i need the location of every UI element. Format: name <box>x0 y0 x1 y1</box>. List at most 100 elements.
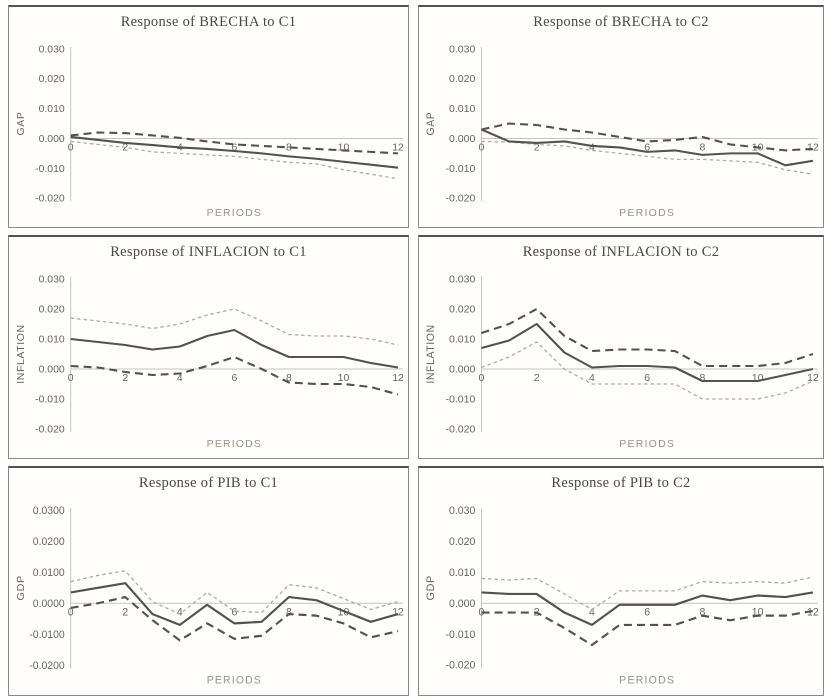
x-axis-title: PERIODS <box>207 439 262 450</box>
y-tick-label: -0.0200 <box>29 660 64 672</box>
x-tick-label: 6 <box>644 607 650 619</box>
x-axis-title: PERIODS <box>619 207 675 219</box>
x-tick-label: 8 <box>286 606 292 618</box>
y-tick-label: 0.020 <box>449 73 476 85</box>
x-tick-label: 6 <box>644 372 650 384</box>
x-tick-label: 4 <box>589 607 595 619</box>
series-line-light-dashed <box>481 341 814 400</box>
x-tick-label: 10 <box>338 373 350 384</box>
x-tick-label: 4 <box>177 606 183 618</box>
x-tick-label: 12 <box>392 606 404 618</box>
series-line-solid <box>70 135 399 169</box>
x-tick-label: 8 <box>699 372 705 384</box>
series-line-light-dashed <box>70 140 399 180</box>
y-tick-label: -0.010 <box>35 164 65 175</box>
x-tick-label: 12 <box>807 372 819 384</box>
y-tick-label: -0.020 <box>445 660 475 672</box>
chart-title: Response of PIB to C1 <box>138 475 279 491</box>
plot-area: 0.0300.0200.0100.000-0.010-0.0200 2 4 6 8 10 1… <box>425 43 819 219</box>
x-tick-label: 12 <box>392 142 404 153</box>
x-tick-label: 10 <box>752 372 764 384</box>
y-tick-label: 0.030 <box>39 274 65 285</box>
chart-title: Response of BRECHA to C2 <box>533 14 709 30</box>
x-axis-title: PERIODS <box>619 675 675 687</box>
y-tick-label: 0.000 <box>449 133 476 145</box>
y-tick-label: 0.000 <box>39 364 65 375</box>
y-tick-label: 0.020 <box>39 304 65 315</box>
series-line-solid <box>481 591 814 626</box>
y-axis-title: GAP <box>16 112 27 136</box>
x-tick-label: 4 <box>177 373 183 384</box>
y-tick-label: 0.010 <box>449 103 476 115</box>
y-tick-label: -0.020 <box>445 193 475 205</box>
x-tick-label: 4 <box>589 141 595 153</box>
series-line-dark-dashed <box>481 307 814 368</box>
y-axis-title: GDP <box>15 575 27 600</box>
y-tick-label: -0.020 <box>35 194 65 205</box>
y-tick-label: 0.010 <box>39 334 65 345</box>
x-tick-label: 2 <box>534 372 540 384</box>
x-tick-label: 8 <box>286 373 292 384</box>
y-tick-label: 0.0000 <box>33 598 65 610</box>
y-tick-label: -0.0100 <box>29 629 64 641</box>
x-tick-label: 2 <box>122 373 128 384</box>
y-axis-title: GDP <box>425 575 437 600</box>
y-tick-label: 0.0200 <box>33 536 65 548</box>
chart-panel-brecha-c1: Response of BRECHA to C1 0.030 0.020 0.010… <box>8 5 409 228</box>
series-line-dark-dashed <box>481 609 814 647</box>
chart-title: Response of INFLACION to C2 <box>522 244 720 260</box>
y-tick-label: 0.010 <box>39 104 65 115</box>
y-tick-label: 0.030 <box>39 44 65 55</box>
x-tick-label: 10 <box>338 142 350 153</box>
x-tick-label: 2 <box>534 141 540 153</box>
x-tick-label: 0 <box>479 372 485 384</box>
y-tick-label: 0.010 <box>449 334 476 346</box>
x-tick-label: 12 <box>807 141 819 153</box>
x-tick-label: 10 <box>752 607 764 619</box>
x-tick-label: 6 <box>644 141 650 153</box>
series-line-dark-dashed <box>70 355 399 396</box>
x-tick-label: 6 <box>231 373 237 384</box>
y-tick-label: 0.030 <box>449 274 476 286</box>
series-line-dark-dashed <box>70 131 399 155</box>
chart-title: Response of BRECHA to C1 <box>120 14 297 30</box>
chart-panel-brecha-c2: Response of BRECHA to C2 0.030 0.020 0.010… <box>418 5 824 228</box>
chart-title: Response of INFLACION to C1 <box>110 244 307 260</box>
y-tick-label: 0.000 <box>449 598 475 610</box>
x-tick-label: 0 <box>68 606 74 618</box>
series-line-light-dashed <box>481 576 814 611</box>
plot-area: 0.0300.0200.0100.000-0.010-0.0200 2 4 6 8 10 1… <box>425 274 819 450</box>
y-tick-label: -0.020 <box>445 424 475 436</box>
chart-panel-pib-c1: Response of PIB to C1 0.0300 0.0200 0.0100… <box>8 466 409 696</box>
x-tick-label: 8 <box>699 607 705 619</box>
series-line-light-dashed <box>70 308 399 346</box>
x-tick-label: 0 <box>479 141 485 153</box>
y-tick-label: 0.0300 <box>33 505 65 517</box>
y-tick-label: 0.030 <box>449 505 475 517</box>
y-tick-label: 0.010 <box>449 567 475 579</box>
plot-area: 0.0300.0200.0100.000-0.010-0.0200 2 4 6 8 10 1… <box>16 44 404 219</box>
plot-area: 0.0300 0.0200 0.0100 0.0000 -0.0100 -0.0200 0 2… <box>15 505 404 687</box>
x-axis-title: PERIODS <box>207 208 262 219</box>
y-tick-label: -0.010 <box>445 163 475 175</box>
x-tick-label: 8 <box>286 142 292 153</box>
x-tick-label: 0 <box>68 373 74 384</box>
plot-area: 0.0300.0200.0100.000-0.010-0.0200 2 4 6 8 10 1… <box>425 505 819 687</box>
chart-title: Response of PIB to C2 <box>551 475 691 491</box>
y-tick-label: -0.010 <box>445 394 475 406</box>
y-tick-label: 0.0100 <box>33 567 65 579</box>
series-line-solid <box>481 128 814 167</box>
y-axis-title: INFLATION <box>16 324 27 383</box>
series-line-solid <box>481 322 814 383</box>
y-tick-label: 0.020 <box>449 304 476 316</box>
y-tick-label: -0.010 <box>445 629 475 641</box>
y-tick-label: -0.010 <box>35 394 65 405</box>
y-tick-label: 0.030 <box>449 43 476 55</box>
x-tick-label: 0 <box>68 142 74 153</box>
x-tick-label: 6 <box>231 142 237 153</box>
y-tick-label: 0.020 <box>449 536 475 548</box>
y-tick-label: 0.000 <box>449 364 476 376</box>
series-line-solid <box>70 582 399 626</box>
y-tick-label: 0.020 <box>39 74 65 85</box>
